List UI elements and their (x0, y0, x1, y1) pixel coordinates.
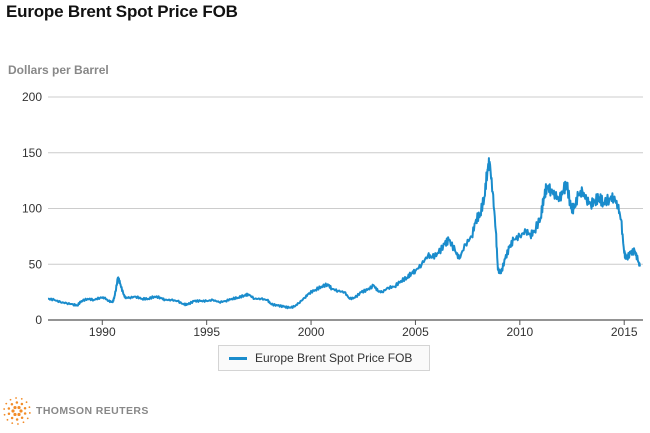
x-tick-label-1990: 1990 (89, 325, 116, 339)
thomson-reuters-logo-icon (3, 397, 31, 425)
logo-dot (13, 412, 17, 417)
legend[interactable]: Europe Brent Spot Price FOB (218, 345, 430, 371)
logo-dot (6, 418, 9, 421)
logo-dot (11, 409, 15, 413)
brand-name: THOMSON REUTERS (36, 405, 149, 417)
logo-dot (7, 412, 11, 415)
x-tick-labels: 1990 1995 2000 2005 2010 2015 (89, 320, 638, 339)
chart-title: Europe Brent Spot Price FOB (6, 2, 238, 21)
x-tick-label-2010: 2010 (506, 325, 533, 339)
logo-dot (22, 421, 25, 424)
legend-label: Europe Brent Spot Price FOB (255, 351, 413, 365)
logo-dot (5, 402, 8, 405)
logo-dot (10, 402, 14, 406)
logo-dot (23, 412, 27, 415)
logo-dot (20, 398, 23, 400)
x-tick-label-2000: 2000 (298, 325, 325, 339)
logo-dot (17, 405, 21, 410)
logo-dot (7, 407, 11, 410)
footer: THOMSON REUTERS (2, 396, 149, 426)
logo-dot (28, 406, 31, 409)
x-tick-label-2005: 2005 (402, 325, 429, 339)
y-tick-label-150: 150 (22, 146, 42, 160)
y-tick-label-50: 50 (29, 257, 43, 271)
logo-dot (3, 408, 6, 410)
logo-dot (15, 418, 19, 421)
logo-dot (9, 398, 12, 401)
logo-dot (15, 397, 17, 399)
logo-dot (23, 407, 27, 410)
x-tick-label-1995: 1995 (193, 325, 220, 339)
gridlines (48, 96, 643, 321)
logo-dot (10, 416, 14, 420)
y-tick-label-0: 0 (35, 313, 42, 327)
logo-dot (3, 413, 6, 416)
logo-dot (17, 423, 19, 425)
logo-dot (28, 412, 31, 414)
y-axis-label: Dollars per Barrel (8, 63, 109, 77)
series-line-0 (47, 157, 641, 310)
series-group (47, 157, 641, 310)
logo-dot (20, 416, 24, 420)
y-tick-label-200: 200 (22, 90, 42, 104)
logo-dot (19, 409, 23, 413)
logo-dot (25, 401, 28, 404)
logo-dot (13, 405, 17, 410)
y-tick-label-100: 100 (22, 202, 42, 216)
logo-dot (17, 412, 21, 417)
x-tick-label-2015: 2015 (611, 325, 638, 339)
logo-dot (20, 402, 24, 406)
logo-dot (15, 401, 19, 404)
y-tick-labels: 0 50 100 150 200 (22, 90, 42, 327)
logo-dot (11, 422, 14, 424)
logo-dot (26, 417, 29, 420)
legend-swatch (229, 356, 247, 360)
